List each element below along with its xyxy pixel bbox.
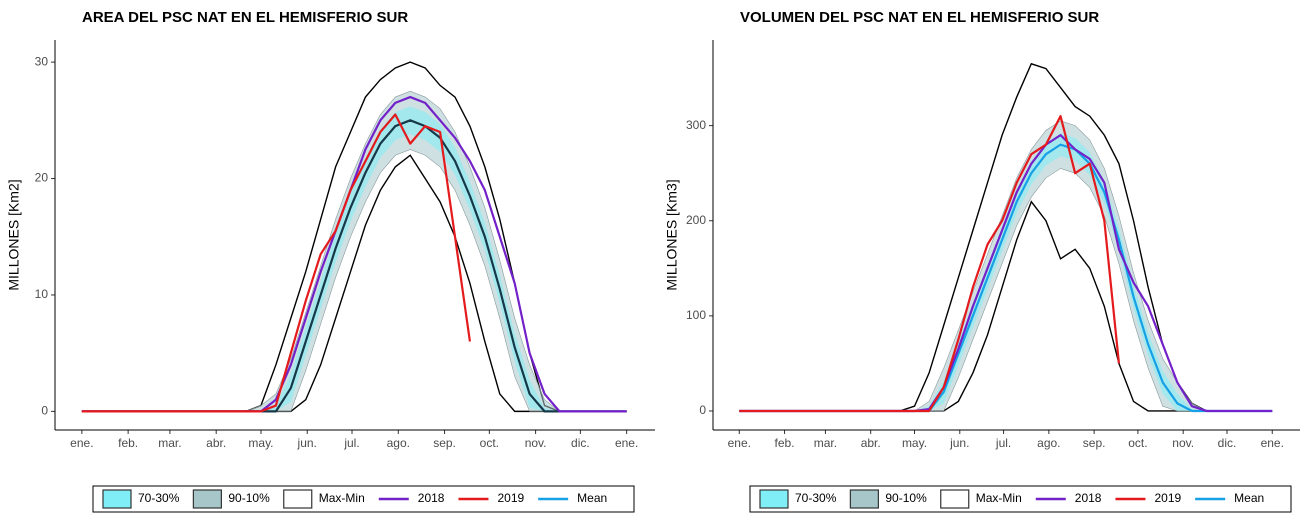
legend-label: 70-30% xyxy=(138,491,180,505)
legend-swatch xyxy=(283,489,313,509)
legend-label: 90-10% xyxy=(228,491,270,505)
x-tick-label: jun. xyxy=(297,436,317,450)
series-line xyxy=(81,113,472,413)
x-tick-label: abr. xyxy=(861,436,881,450)
y-tick-label: 200 xyxy=(686,213,706,227)
series-line xyxy=(739,143,1273,413)
x-tick-label: sep. xyxy=(1083,436,1106,450)
chart-title: AREA DEL PSC NAT EN EL HEMISFERIO SUR xyxy=(82,9,408,26)
x-tick-label: mar. xyxy=(814,436,837,450)
x-tick-label: ago. xyxy=(387,436,410,450)
y-tick-label: 30 xyxy=(35,54,49,68)
x-tick-label: oct. xyxy=(480,436,499,450)
y-tick-label: 0 xyxy=(699,403,706,417)
x-tick-label: may. xyxy=(902,436,927,450)
y-tick-label: 10 xyxy=(35,287,49,301)
series-line xyxy=(81,95,627,413)
legend-swatch xyxy=(102,489,132,509)
legend-label: Mean xyxy=(577,491,607,505)
series-line xyxy=(739,114,1121,413)
x-tick-label: abr. xyxy=(206,436,226,450)
y-tick-label: 300 xyxy=(686,118,706,132)
x-tick-label: mar. xyxy=(158,436,181,450)
legend-swatch xyxy=(192,489,222,509)
legend-label: 2019 xyxy=(1154,491,1181,505)
x-tick-label: feb. xyxy=(775,436,795,450)
x-tick-label: sep. xyxy=(433,436,456,450)
x-tick-label: jun. xyxy=(949,436,969,450)
band xyxy=(81,90,627,412)
x-tick-label: dic. xyxy=(571,436,590,450)
x-tick-label: ene. xyxy=(728,436,751,450)
y-tick-label: 0 xyxy=(41,404,48,418)
legend-label: Max-Min xyxy=(319,491,365,505)
band xyxy=(81,61,627,413)
legend-label: 90-10% xyxy=(885,491,927,505)
y-axis-label: MILLONES [Km3] xyxy=(664,179,680,290)
series-line xyxy=(81,119,627,413)
legend-label: 70-30% xyxy=(795,491,837,505)
x-tick-label: jul. xyxy=(995,436,1011,450)
legend-label: 2019 xyxy=(497,491,524,505)
band xyxy=(739,62,1273,412)
y-tick-label: 20 xyxy=(35,171,49,185)
x-tick-label: ago. xyxy=(1037,436,1060,450)
x-tick-label: nov. xyxy=(1172,436,1194,450)
chart-title: VOLUMEN DEL PSC NAT EN EL HEMISFERIO SUR xyxy=(740,9,1099,26)
legend-swatch xyxy=(940,489,970,509)
x-tick-label: nov. xyxy=(525,436,547,450)
x-tick-label: may. xyxy=(248,436,273,450)
x-tick-label: ene. xyxy=(70,436,93,450)
x-tick-label: ene. xyxy=(1261,436,1284,450)
legend-swatch xyxy=(759,489,789,509)
legend-label: 2018 xyxy=(1075,491,1102,505)
legend-label: 2018 xyxy=(418,491,445,505)
x-tick-label: ene. xyxy=(615,436,638,450)
y-axis-label: MILLONES [Km2] xyxy=(6,179,22,290)
y-tick-label: 100 xyxy=(686,308,706,322)
legend-label: Mean xyxy=(1234,491,1264,505)
legend-label: Max-Min xyxy=(976,491,1022,505)
x-tick-label: feb. xyxy=(118,436,138,450)
legend-swatch xyxy=(849,489,879,509)
x-tick-label: jul. xyxy=(343,436,359,450)
x-tick-label: oct. xyxy=(1128,436,1147,450)
x-tick-label: dic. xyxy=(1218,436,1237,450)
